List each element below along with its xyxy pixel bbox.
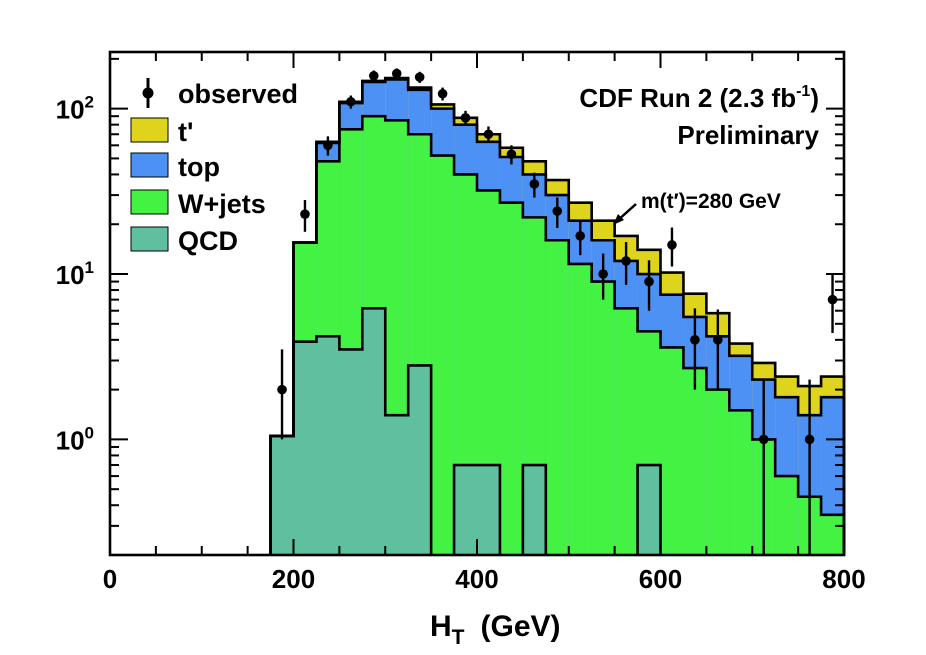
observed-point-14 — [598, 269, 608, 279]
legend-wjets-label: W+jets — [178, 189, 266, 219]
wjets-bar-15 — [614, 308, 638, 555]
mass-label: m(t′)=280 GeV — [641, 190, 781, 213]
mass-arrow-head — [613, 214, 624, 225]
observed-point-20 — [758, 434, 769, 445]
qcd-bar-3 — [339, 349, 363, 555]
legend-observed-marker — [142, 87, 154, 99]
legend-qcd-swatch — [130, 226, 169, 252]
wjets-bar-18 — [683, 368, 707, 555]
observed-point-12 — [552, 206, 563, 216]
x-tick-label-200: 200 — [272, 564, 315, 594]
qcd-bar-11 — [522, 465, 546, 555]
qcd-bar-0 — [270, 435, 294, 555]
legend-top-swatch — [130, 152, 169, 178]
wjets-bar-19 — [706, 389, 730, 555]
legend: observed t' top W+jets QCD — [130, 78, 298, 256]
x-tick-label-0: 0 — [103, 564, 117, 594]
observed-point-9 — [483, 129, 494, 140]
qcd-bar-4 — [362, 308, 386, 555]
observed-point-6 — [414, 72, 425, 82]
wjets-bar-13 — [568, 263, 592, 555]
stack-outline-layer — [269, 76, 846, 555]
observed-point-22 — [827, 294, 838, 305]
x-tick-label-400: 400 — [455, 564, 498, 594]
experiment-label: CDF Run 2 (2.3 fb-1) — [579, 83, 819, 113]
observed-point-10 — [506, 149, 517, 160]
wjets-bar-22 — [775, 476, 799, 555]
observed-point-15 — [621, 256, 631, 266]
x-tick-label-800: 800 — [822, 564, 865, 594]
observed-point-17 — [667, 240, 677, 250]
legend-top-label: top — [178, 152, 220, 182]
preliminary-label: Preliminary — [677, 120, 819, 150]
wjets-outline — [269, 114, 846, 555]
qcd-outline — [269, 307, 662, 555]
observed-point-1 — [300, 209, 310, 219]
observed-point-19 — [713, 335, 723, 345]
x-axis-label: HT (GeV) — [430, 610, 561, 649]
legend-tprime-swatch — [130, 117, 169, 143]
wjets-bar-14 — [591, 281, 615, 555]
wjets-bar-20 — [729, 410, 753, 555]
observed-point-8 — [460, 113, 471, 123]
stack-fill-layer — [270, 78, 844, 556]
legend-observed-label: observed — [178, 79, 298, 109]
wjets-bar-17 — [660, 347, 684, 555]
wjets-bar-7 — [431, 155, 455, 555]
observed-point-4 — [368, 70, 379, 81]
qcd-bar-2 — [316, 336, 340, 555]
qcd-bar-6 — [408, 365, 432, 555]
top-outline — [269, 78, 846, 555]
qcd-bar-16 — [637, 465, 661, 555]
observed-point-16 — [644, 276, 654, 287]
wjets-bar-12 — [545, 240, 569, 555]
observed-point-13 — [575, 231, 586, 241]
wjets-bar-24 — [821, 514, 844, 555]
observed-point-11 — [529, 179, 540, 189]
wjets-bar-10 — [499, 202, 523, 555]
qcd-bar-1 — [293, 341, 317, 555]
observed-point-3 — [346, 96, 356, 107]
y-tick-label-2: 102 — [56, 93, 94, 125]
legend-tprime-label: t' — [178, 117, 193, 147]
y-tick-label-0: 100 — [56, 423, 94, 455]
annotations: CDF Run 2 (2.3 fb-1) Preliminary m(t′)=2… — [579, 83, 820, 225]
observed-point-21 — [804, 434, 815, 445]
axis-ticks-layer: 0 200 400 600 800 100 101 102 — [56, 52, 866, 594]
legend-wjets-swatch — [130, 189, 169, 215]
observed-point-5 — [391, 68, 402, 79]
wjets-bar-8 — [454, 174, 477, 555]
x-tick-label-600: 600 — [639, 564, 682, 594]
y-tick-label-1: 101 — [56, 258, 94, 290]
observed-point-18 — [690, 335, 700, 345]
qcd-bar-9 — [477, 465, 500, 555]
observed-point-7 — [437, 88, 448, 99]
observed-points-layer — [277, 68, 838, 555]
qcd-bar-8 — [454, 465, 477, 555]
observed-point-0 — [277, 384, 287, 395]
legend-qcd-label: QCD — [178, 226, 238, 256]
observed-point-2 — [323, 140, 333, 151]
qcd-bar-5 — [385, 415, 409, 555]
